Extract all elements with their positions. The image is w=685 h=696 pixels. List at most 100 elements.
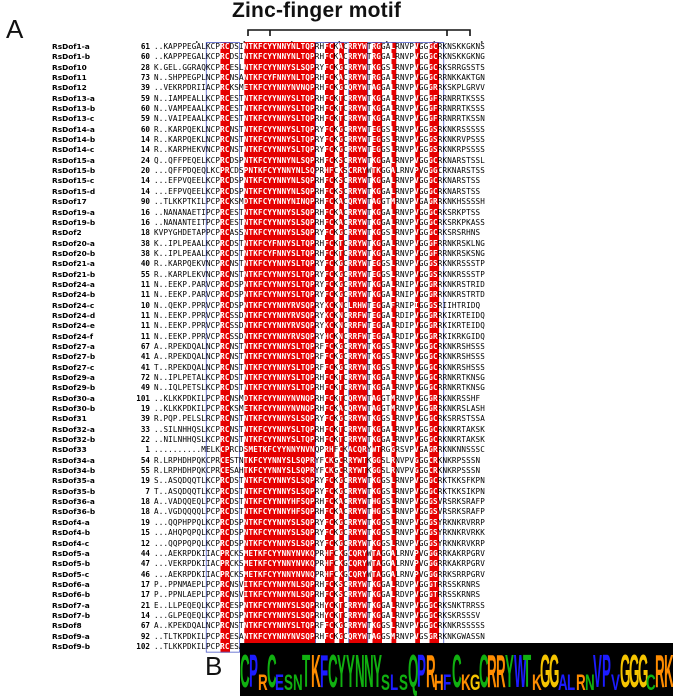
logo-letter: Y bbox=[346, 645, 355, 696]
alignment-row: RsDof6-a 17 P..PPNMAEPLPCPRCNSVITKFCYYNNYN… bbox=[52, 580, 672, 590]
sequence-residues: T..RPEKDQALNCPRCNSTNTKFCYYNNYSLTQPRFFCKG… bbox=[154, 362, 485, 372]
alignment-row: RsDof24-b 11 N..EEKP.PARVCPRCDSPNTKFCYYNNY… bbox=[52, 290, 672, 300]
logo-letter: G bbox=[469, 670, 481, 695]
sequence-name: RsDof13-b bbox=[52, 104, 96, 114]
sequence-start: 101 bbox=[136, 393, 150, 403]
logo-letter: K bbox=[310, 645, 321, 696]
alignment-row: RsDof35-a 19 S..ASQDQQTLKCPRCDSTNTKFCYYNNY… bbox=[52, 476, 672, 486]
sequence-name: RsDof1-a bbox=[52, 42, 90, 51]
sequence-residues: N..EEKP.PPRVCPRCSSDNTKFCYYNNYRVSQPRYHCKN… bbox=[154, 331, 485, 341]
alignment-row: RsDof12 39 ..VEKRPDRIIACPRCKSMETKFCYYNNYNV… bbox=[52, 83, 672, 93]
logo-letter: Q bbox=[407, 645, 419, 696]
alignment-row: RsDof14-a 60 R..KARPQEKLNCPRCNSTNTKFCYYNNY… bbox=[52, 125, 672, 135]
alignment-row: RsDof7-b 14 ...GLPEQEQLKCPRCDSPNTKFCYYNNYS… bbox=[52, 611, 672, 621]
sequence-start: 18 bbox=[140, 507, 150, 517]
logo-letter: W bbox=[513, 645, 527, 696]
sequence-residues: N..IPLPETALKCPRCDSTNTKFCYYNNYSLTQPRHFCKT… bbox=[154, 373, 485, 382]
alignment-row: RsDof7-a 21 E..LLPEQEQLKCPRCESPNTKFCYYNNYS… bbox=[52, 601, 672, 611]
sequence-residues: ..KLKKPDKILPCPRCKSMETKFCYYNNYNVNQPRHFCKA… bbox=[154, 404, 485, 414]
sequence-start: 73 bbox=[140, 73, 150, 83]
sequence-name: RsDof19-b bbox=[52, 217, 96, 227]
alignment-row: RsDof15-c 14 ...EFPVQEELKCPRCDSPNTKFCYYNNY… bbox=[52, 176, 672, 186]
alignment-row: RsDof34-b 55 R.LRPHDHPQKCPRCESAHTKFCYYNNYS… bbox=[52, 466, 672, 476]
sequence-start: 14 bbox=[140, 135, 150, 145]
sequence-name: RsDof21-a bbox=[52, 259, 95, 269]
sequence-start: 59 bbox=[140, 93, 150, 103]
logo-letter: P bbox=[602, 645, 612, 696]
sequence-name: RsDof20-b bbox=[52, 248, 96, 258]
logo-letter: F bbox=[319, 645, 328, 696]
sequence-start: 11 bbox=[140, 279, 150, 289]
alignment-row: RsDof34-a 54 R.LRPHDHPQKCPRCESTNTKFCYYNNYS… bbox=[52, 456, 672, 466]
sequence-name: RsDof27-b bbox=[52, 352, 96, 362]
logo-letter: C bbox=[266, 645, 277, 696]
sequence-residues: N..VAMPEAALKCPRCESTNTKFCYYNNYSLTQPRHFCKT… bbox=[154, 104, 485, 114]
alignment-row: RsDof21-a 40 R..KARPQEKVNCPRCNSTNTKFCYYNNY… bbox=[52, 259, 672, 269]
alignment-row: RsDof32-b 22 ..NILNHHQSLKCPRCNSTNTKFCYYNNY… bbox=[52, 435, 672, 445]
sequence-residues: ...VEKRPDKIIACPRCKSMETKFCYYNNYNVKQPRHFCK… bbox=[154, 559, 485, 569]
sequence-residues: N..EEKP.PPRVCPRCSSDNTKFCYYNNYRVSQPRYKCKN… bbox=[154, 310, 485, 320]
alignment-row: RsDof30-a 101 ..KLKKPDKILPCPRCNSMDTKFCYYNN… bbox=[52, 394, 672, 404]
logo-letter: C bbox=[646, 670, 657, 695]
logo-letter: G bbox=[637, 645, 649, 696]
sequence-residues: N..EEKP.PARVCPRCDSPNTKFCYYNNYSLTQPRYFCKG… bbox=[154, 290, 485, 300]
sequence-name: RsDof6-a bbox=[52, 579, 90, 589]
sequence-start: 67 bbox=[140, 621, 150, 631]
logo-letter: K bbox=[460, 670, 471, 695]
alignment-row: RsDof1-a 61 ..KAPPPEGALKCPRCDSINTKFCYYNNYN… bbox=[52, 42, 672, 52]
sequence-name: RsDof35-a bbox=[52, 476, 95, 486]
sequence-residues: Q..QFFPEQELKCPRCDSPNTKFCYYNNYNLSQPRHFCKS… bbox=[154, 155, 485, 165]
logo-letter: A bbox=[558, 670, 568, 695]
logo-letter: L bbox=[390, 670, 399, 695]
logo-letter: N bbox=[354, 645, 365, 696]
sequence-residues: ...EFPVQEELKCPRCDSPNTKFCYYNNYNLSQPRHFCKS… bbox=[154, 186, 481, 196]
alignment-row: RsDof5-c 46 ...AEKRPDKIIACPRCKSMETKFCYYNNY… bbox=[52, 570, 672, 580]
sequence-residues: T..ASQDQQTLKCPRCDSTNTKFCYYNNYSLSQPRYFCKG… bbox=[154, 486, 485, 496]
sequence-residues: ..KLKKPDKILPCPRCNSMDTKFCYYNNYNVNQPRHFCKT… bbox=[154, 393, 481, 403]
sequence-start: 90 bbox=[140, 197, 150, 207]
sequence-start: 10 bbox=[140, 300, 150, 310]
sequence-start: 7 bbox=[145, 486, 150, 496]
alignment-row: RsDof8 67 A..KPEKDQALNCPRCNSTNTKFCYYNNYSLT… bbox=[52, 621, 672, 631]
alignment-row: RsDof27-c 41 T..RPEKDQALNCPRCNSTNTKFCYYNNY… bbox=[52, 363, 672, 373]
alignment-row: RsDof32-a 33 ..SILNHHQSLKCPRCNSTNTKFCYYNNY… bbox=[52, 425, 672, 435]
alignment-row: RsDof6-b 17 P..PPNLAEPLPCPRCNSVITKFCYYNNYN… bbox=[52, 590, 672, 600]
logo-letter: R bbox=[655, 645, 665, 696]
sequence-name: RsDof17 bbox=[52, 197, 87, 207]
sequence-name: RsDof14-c bbox=[52, 145, 95, 155]
alignment-row: RsDof5-b 47 ...VEKRPDKIIACPRCKSMETKFCYYNNY… bbox=[52, 559, 672, 569]
sequence-start: 49 bbox=[140, 383, 150, 393]
logo-letter: R bbox=[496, 645, 506, 696]
sequence-residues: N..VAIPEAALKCPRCESTNTKFCYYNNYSLTQPRHFCKT… bbox=[154, 114, 485, 124]
sequence-name: RsDof6-b bbox=[52, 590, 91, 600]
sequence-residues: A..RPEKDQALNCPRCNSTNTKFCYYNNYSLTQPRFFCKG… bbox=[154, 341, 485, 351]
alignment-row: RsDof30-b 19 ..KLKKPDKILPCPRCKSMETKFCYYNNY… bbox=[52, 404, 672, 414]
sequence-residues: K..IPLPEAALKCPRCDSTNTKFCYFNNYSLTQPRHFCKT… bbox=[154, 238, 485, 248]
logo-letter: R bbox=[575, 670, 586, 695]
sequence-start: 17 bbox=[140, 579, 150, 589]
logo-letter: K bbox=[531, 670, 542, 695]
sequence-residues: ..NANANAETIPCPRCESTNTKFCYYNNYSLSQPRHFCKA… bbox=[154, 207, 481, 217]
sequence-name: RsDof24-e bbox=[52, 321, 95, 331]
sequence-name: RsDof4-c bbox=[52, 538, 90, 548]
sequence-start: 47 bbox=[140, 559, 150, 569]
sequence-name: RsDof9-b bbox=[52, 641, 91, 651]
sequence-residues: ...QFFPDQEQLKCPRCDSPNTKFCYYNNYNLSQPRHFCK… bbox=[154, 166, 485, 176]
alignment-row: RsDof17 90 ..TLKKPTKILPCPRCKSMDTKFCYYNNYNI… bbox=[52, 197, 672, 207]
sequence-name: RsDof2 bbox=[52, 228, 82, 238]
alignment-row: RsDof19-a 16 ..NANANAETIPCPRCESTNTKFCYYNNY… bbox=[52, 208, 672, 218]
sequence-residues: N..QEKP.PPRVCPRCDSPNTKFCYYNNYRVSQPRYKCKN… bbox=[154, 300, 481, 310]
logo-letter: S bbox=[399, 670, 408, 695]
sequence-name: RsDof14-a bbox=[52, 124, 95, 134]
sequence-start: 38 bbox=[140, 248, 150, 258]
alignment-row: RsDof11 73 N..SHPPEGPLNCPRCNSANTKFCYFNNYNL… bbox=[52, 73, 672, 83]
sequence-name: RsDof36-b bbox=[52, 507, 96, 517]
sequence-start: 102 bbox=[136, 641, 150, 651]
panel-label-b: B bbox=[205, 651, 223, 681]
alignment-row: RsDof13-a 59 N..IAMPEALLKCPRCESTNTKFCYYNNY… bbox=[52, 94, 672, 104]
sequence-residues: S..ASQDQQTLKCPRCDSTNTKFCYYNNYSLSQPRYFCKG… bbox=[154, 476, 485, 486]
sequence-start: 19 bbox=[140, 517, 150, 527]
sequence-residues: R.PQP.PELSLRCPRCNSTNTKFCYYNNYSLSQPRYFCKG… bbox=[154, 414, 485, 424]
sequence-start: 14 bbox=[140, 610, 150, 620]
sequence-name: RsDof27-c bbox=[52, 362, 95, 372]
